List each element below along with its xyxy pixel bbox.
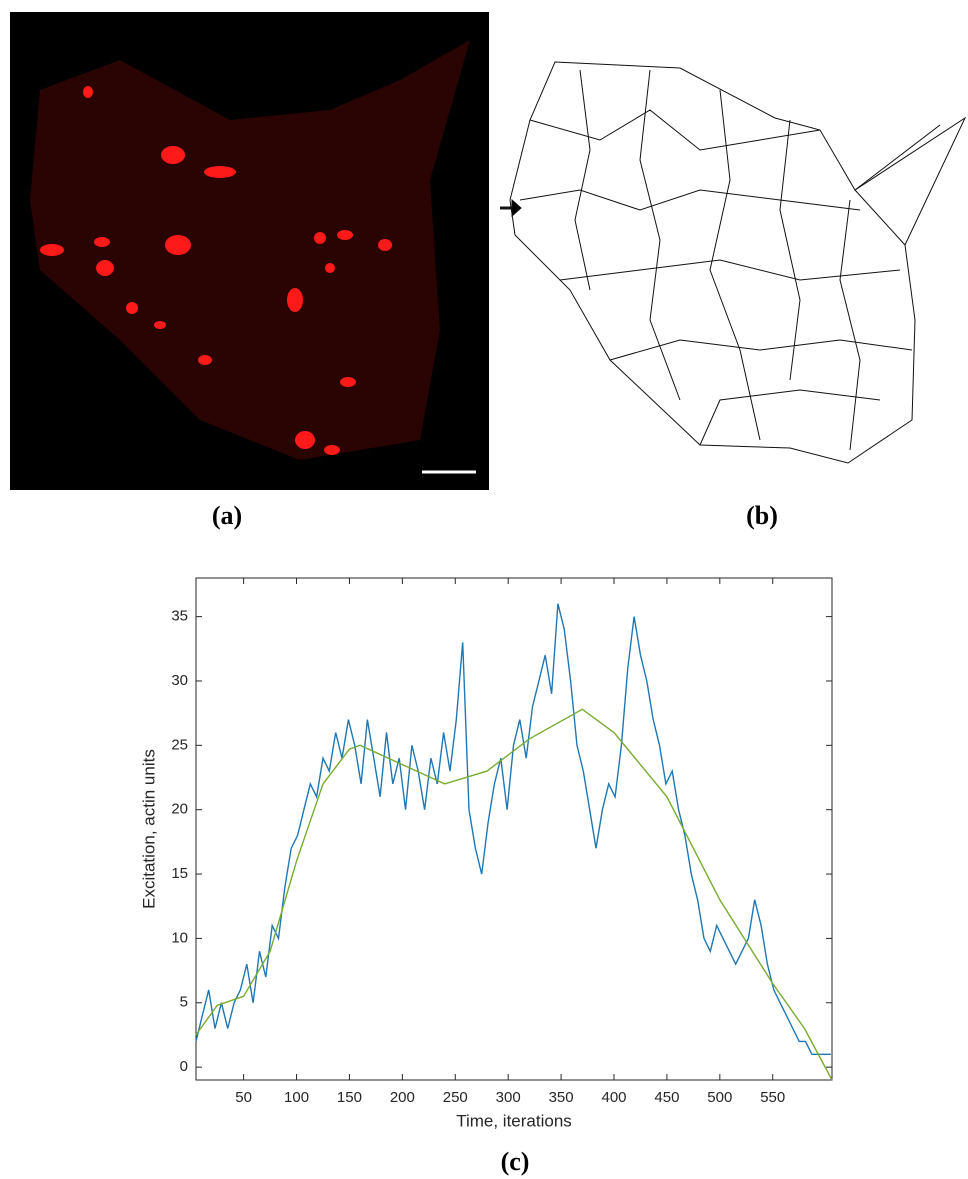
y-tick-label: 35: [171, 608, 188, 625]
panel-b-diagram: [500, 61, 967, 464]
y-tick-label: 30: [171, 672, 188, 689]
x-tick-label: 250: [443, 1089, 468, 1106]
x-tick-label: 500: [707, 1089, 732, 1106]
panel-label: (a): [212, 501, 242, 530]
y-tick-label: 5: [180, 994, 188, 1011]
plot-area: [195, 577, 833, 1081]
x-tick-label: 100: [284, 1089, 309, 1106]
x-axis-label: Time, iterations: [456, 1111, 572, 1130]
data-line: [195, 603, 831, 1055]
y-tick-label: 15: [171, 865, 188, 882]
chart: 0 5 10 15 20 25 30 35 50 100 150 200 250 300 350 400 450…: [139, 577, 833, 1130]
x-tick-label: 550: [760, 1089, 785, 1106]
x-tick-label: 400: [601, 1089, 626, 1106]
y-tick-label: 20: [171, 801, 188, 818]
x-tick-label: 350: [549, 1089, 574, 1106]
x-tick-label: 200: [390, 1089, 415, 1106]
panel-label: (c): [501, 1147, 530, 1176]
x-tick-label: 150: [337, 1089, 362, 1106]
x-tick-label: 50: [235, 1089, 252, 1106]
panel-label: (b): [746, 501, 778, 530]
x-tick-label: 450: [654, 1089, 679, 1106]
data-line: [195, 708, 833, 1081]
y-tick-label: 10: [171, 929, 188, 946]
y-axis-label: Excitation, actin units: [139, 749, 158, 909]
panel-a-image: [10, 12, 489, 490]
y-tick-label: 25: [171, 736, 188, 753]
y-tick-label: 0: [180, 1058, 188, 1075]
x-tick-label: 300: [496, 1089, 521, 1106]
